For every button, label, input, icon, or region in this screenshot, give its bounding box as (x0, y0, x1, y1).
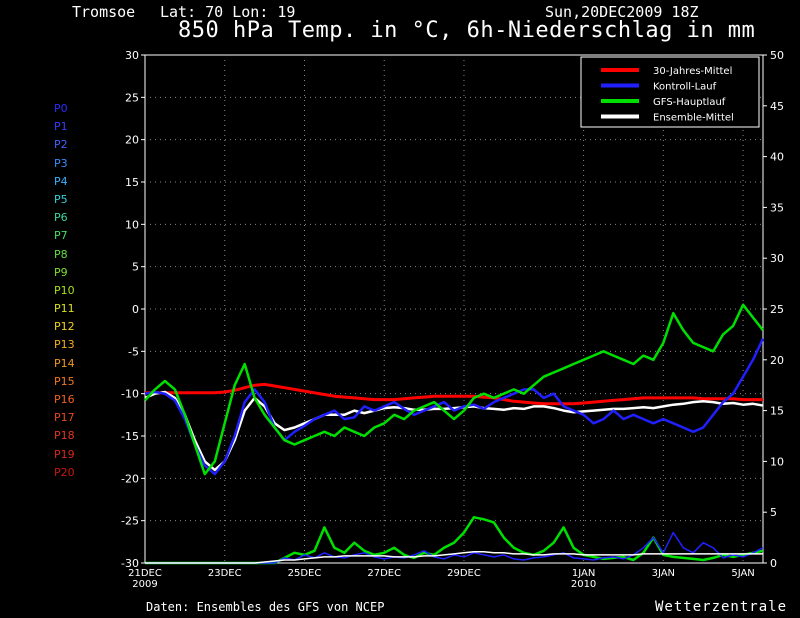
member-label-p11: P11 (54, 302, 75, 316)
x-tick-label: 5JAN (731, 568, 754, 579)
member-label-p0: P0 (54, 102, 68, 115)
member-label-p8: P8 (54, 247, 68, 261)
y-left-tick-label: -30 (121, 557, 139, 570)
member-label-p18: P18 (54, 429, 75, 443)
y-left-tick-label: 20 (125, 134, 139, 147)
y-right-tick-label: 25 (770, 303, 784, 316)
y-left-tick-label: 15 (125, 176, 139, 189)
member-label-p3: P3 (54, 156, 68, 170)
member-label-p1: P1 (54, 120, 68, 134)
temp-line-ensemble-mittel (144, 390, 764, 472)
member-label-p15: P15 (54, 374, 75, 388)
y-left-tick-label: 5 (132, 261, 139, 274)
member-label-p12: P12 (54, 320, 75, 334)
y-right-tick-label: 40 (770, 151, 784, 164)
member-label-p17: P17 (54, 411, 75, 425)
header-run-time: Sun,20DEC2009 18Z (545, 3, 699, 21)
y-left-tick-label: -15 (121, 430, 139, 443)
member-label-p14: P14 (54, 356, 75, 370)
legend-label: Kontroll-Lauf (653, 82, 717, 93)
member-label-p5: P5 (54, 192, 68, 206)
y-left-tick-label: -5 (128, 345, 139, 358)
y-left-tick-label: 10 (125, 218, 139, 231)
member-label-p2: P2 (54, 138, 68, 152)
y-right-tick-label: 35 (770, 201, 784, 214)
x-tick-label: 29DEC (447, 568, 481, 579)
temp-line-gfs-hauptlauf (144, 303, 764, 476)
legend-label: Ensemble-Mittel (653, 113, 734, 124)
ensemble-member-list: P0 P1 P2 P3 P4 P5 P6 P7 P8 P9 P10 P11 P12 P13 P14 P15 P1… (54, 100, 104, 482)
member-label-p9: P9 (54, 265, 68, 279)
precip-line-ensemble-mittel (145, 551, 763, 564)
y-right-tick-label: 10 (770, 455, 784, 468)
brand-name: Wetterzentrale (655, 599, 788, 615)
y-right-tick-label: 20 (770, 354, 784, 367)
x-tick-label: 1JAN (572, 568, 595, 579)
member-label-p20: P20 (54, 465, 75, 479)
legend-label: 30-Jahres-Mittel (653, 66, 732, 77)
y-right-tick-label: 30 (770, 252, 784, 265)
y-left-tick-label: 25 (125, 91, 139, 104)
temp-line-30-jahres-mittel (145, 382, 763, 406)
y-right-tick-label: 15 (770, 405, 784, 418)
header-coords: Lat: 70 Lon: 19 (160, 3, 296, 21)
x-tick-label: 25DEC (288, 568, 322, 579)
x-tick-label: 21DEC (128, 568, 162, 579)
y-right-tick-label: 50 (770, 49, 784, 62)
chart-title: 850 hPa Temp. in °C, 6h-Niederschlag in … (178, 18, 756, 43)
x-tick-label: 23DEC (208, 568, 242, 579)
member-label-p7: P7 (54, 229, 68, 243)
y-right-tick-label: 0 (770, 557, 777, 570)
header-location: Tromsoe (72, 3, 136, 21)
member-label-p13: P13 (54, 338, 75, 352)
y-left-tick-label: 30 (125, 49, 139, 62)
y-left-tick-label: -10 (121, 388, 139, 401)
member-label-p10: P10 (54, 283, 75, 297)
y-right-tick-label: 5 (770, 506, 777, 519)
y-right-tick-label: 45 (770, 100, 784, 113)
member-label-p16: P16 (54, 393, 75, 406)
legend-label: GFS-Hauptlauf (653, 97, 726, 108)
x-tick-label: 27DEC (367, 568, 401, 579)
data-source-note: Daten: Ensembles des GFS von NCEP (146, 600, 385, 614)
y-left-tick-label: 0 (132, 303, 139, 316)
member-label-p6: P6 (54, 211, 68, 225)
member-label-p19: P19 (54, 447, 75, 461)
x-tick-label: 3JAN (652, 568, 675, 579)
x-tick-sublabel: 2009 (132, 579, 157, 590)
x-tick-sublabel: 2010 (571, 579, 596, 590)
temp-line-kontroll-lauf (144, 338, 765, 476)
y-left-tick-label: -20 (121, 472, 139, 485)
precip-line-kontroll-lauf (145, 531, 764, 564)
member-label-p4: P4 (54, 174, 68, 188)
y-left-tick-label: -25 (121, 515, 139, 528)
